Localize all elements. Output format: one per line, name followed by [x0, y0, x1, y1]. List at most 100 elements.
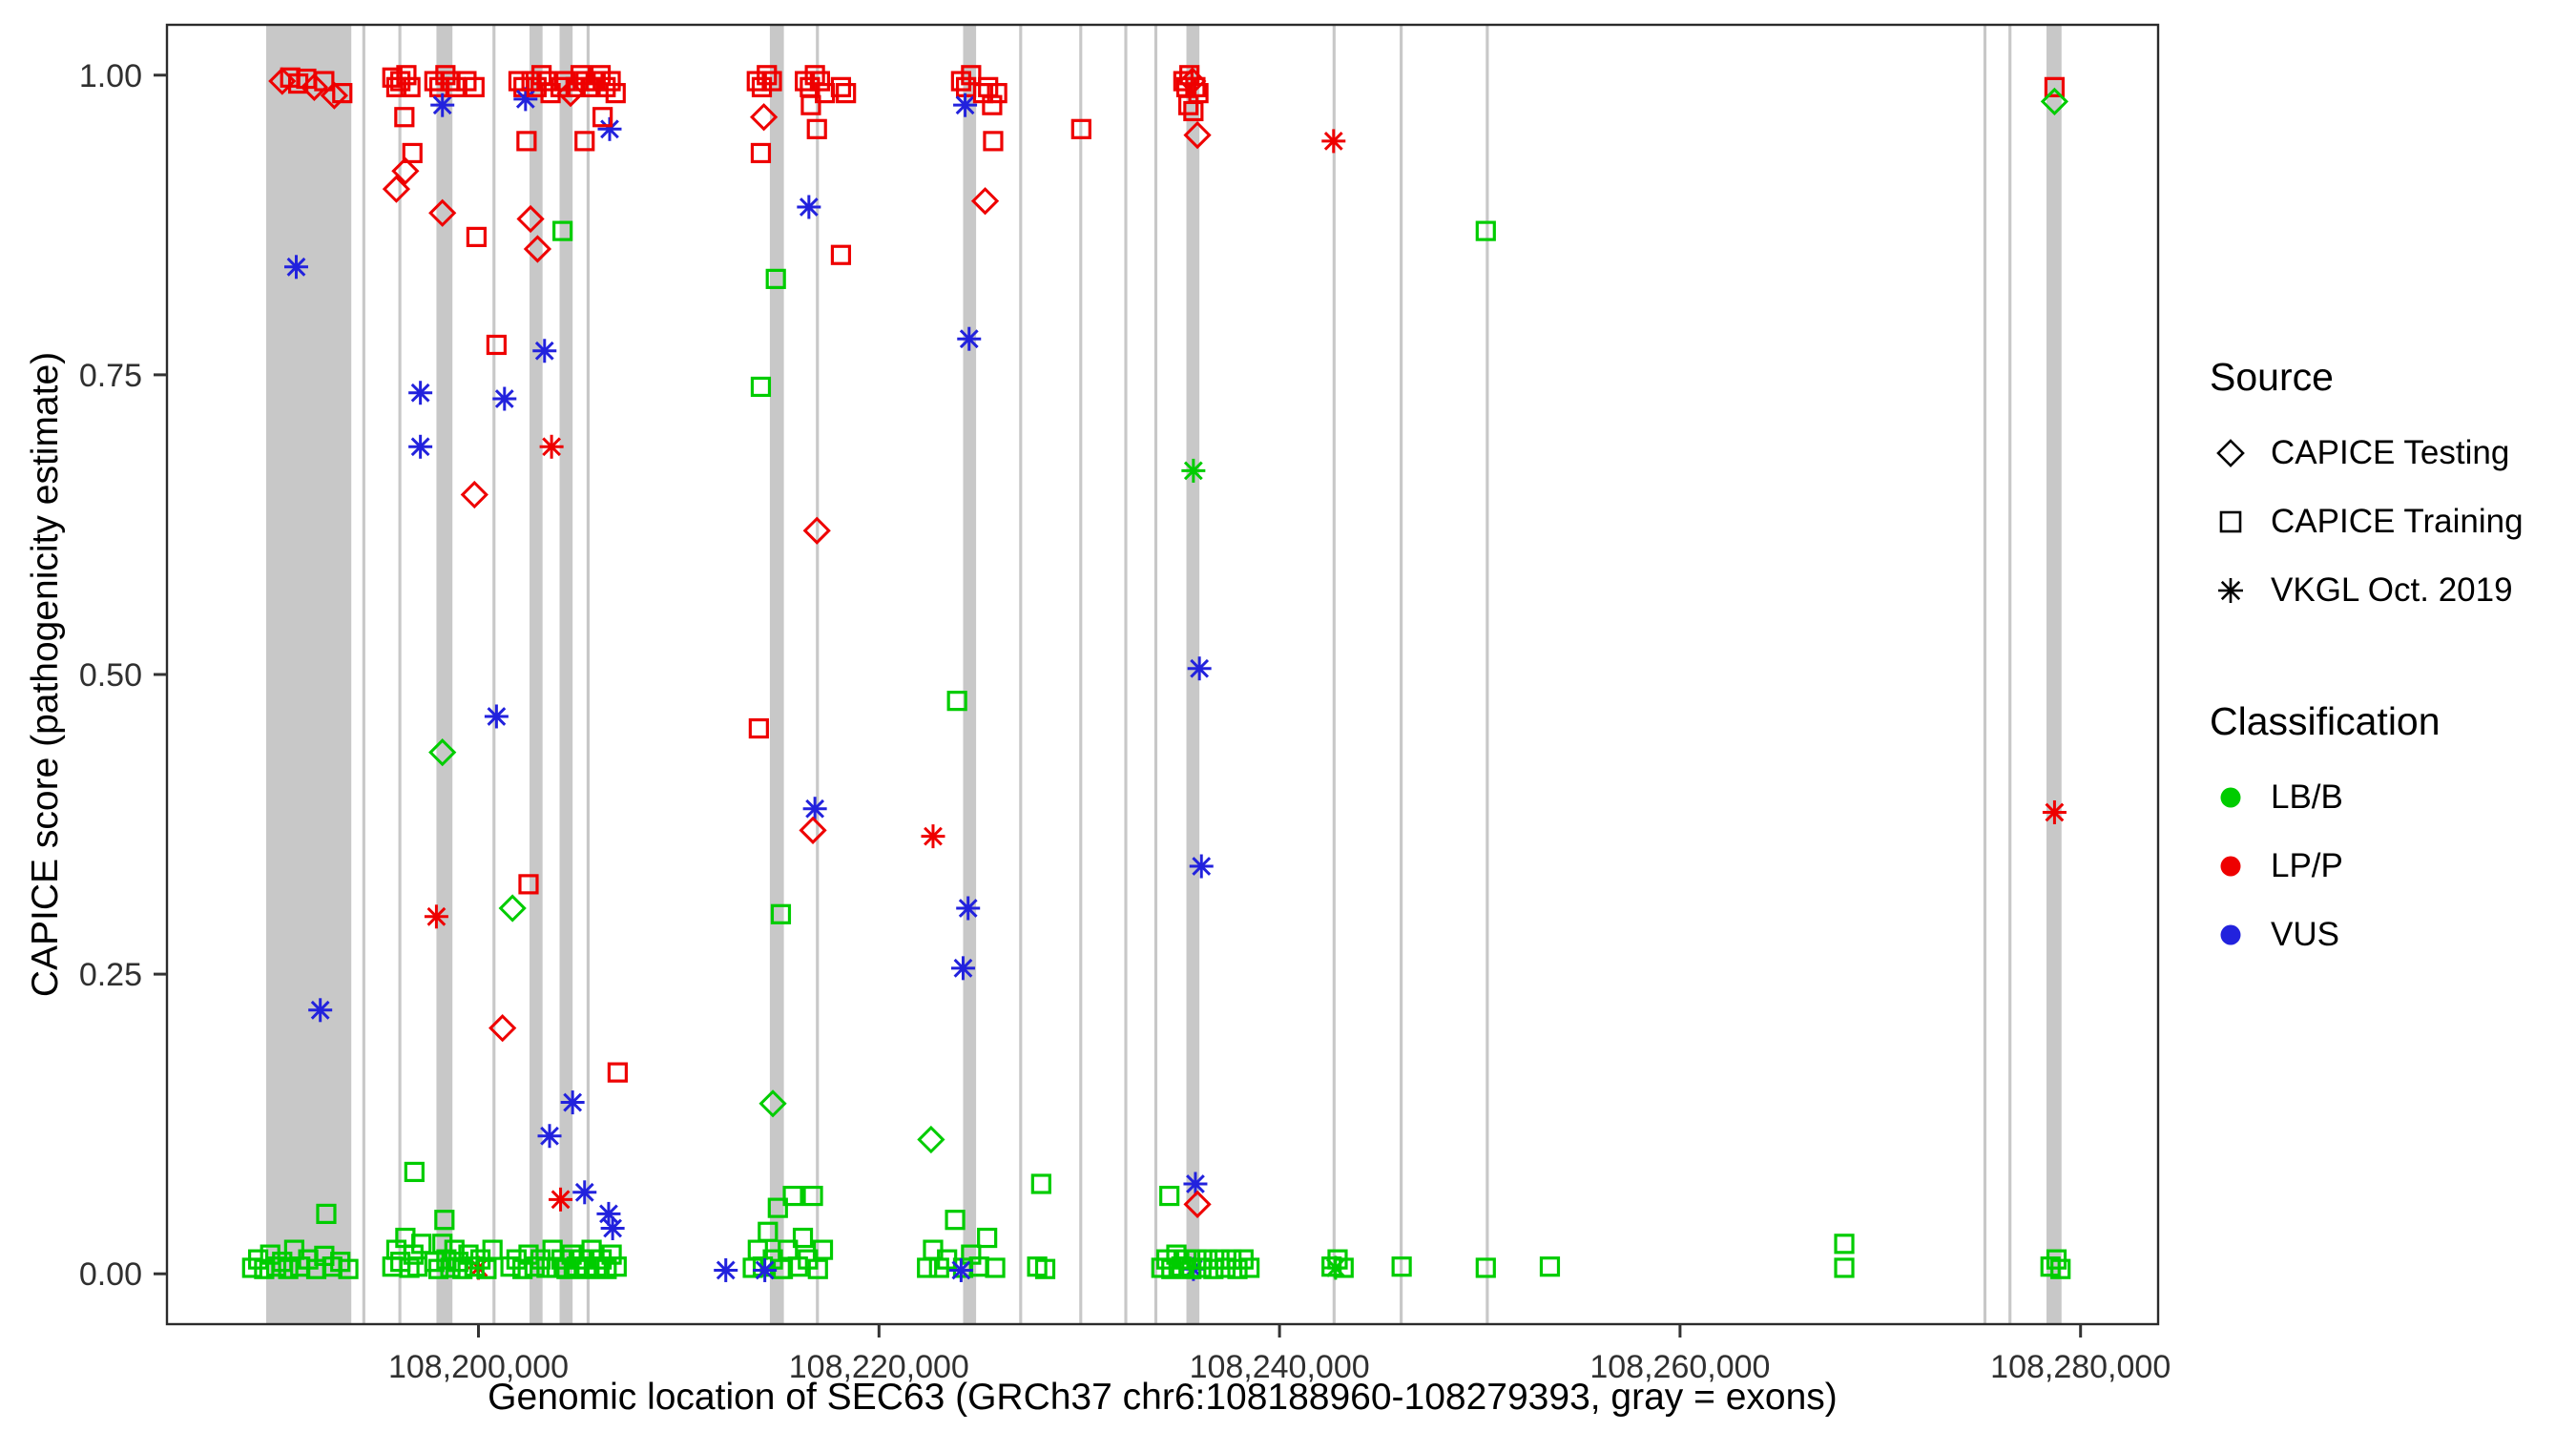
- point-square: [1391, 1256, 1412, 1277]
- point-square: [770, 903, 792, 924]
- point-square: [1834, 1234, 1855, 1255]
- point-diamond: [917, 1125, 945, 1154]
- point-asterisk: [797, 195, 821, 219]
- x-tick-label: 108,200,000: [388, 1349, 569, 1385]
- point-asterisk: [539, 434, 564, 459]
- point-square: [444, 1239, 465, 1260]
- point-diamond: [428, 738, 457, 767]
- point-diamond: [382, 175, 411, 203]
- exon-band: [963, 26, 977, 1323]
- square-icon: [2219, 510, 2242, 533]
- exon-band: [266, 26, 352, 1323]
- point-square: [1183, 100, 1204, 122]
- point-square: [961, 65, 982, 86]
- x-tick-label: 108,260,000: [1589, 1349, 1770, 1385]
- legend-item-vus: VUS: [2210, 901, 2524, 969]
- point-asterisk: [549, 1187, 573, 1212]
- y-tick-label: 0.00: [79, 1256, 142, 1293]
- point-asterisk: [948, 1257, 973, 1282]
- point-square: [748, 717, 769, 739]
- point-square: [508, 71, 530, 92]
- point-asterisk: [1321, 129, 1346, 154]
- point-square: [1834, 1257, 1855, 1278]
- point-square: [400, 76, 421, 97]
- legend-item-label: VUS: [2271, 916, 2339, 953]
- point-square: [757, 65, 778, 86]
- point-diamond: [2040, 87, 2069, 116]
- exon-band: [2008, 26, 2012, 1323]
- exon-band: [1153, 26, 1158, 1323]
- point-square: [977, 1227, 998, 1249]
- point-square: [806, 118, 827, 139]
- data-points: [241, 65, 2071, 1282]
- point-square: [1177, 94, 1199, 115]
- point-asterisk: [753, 1257, 778, 1282]
- point-square: [605, 83, 626, 104]
- point-asterisk: [430, 93, 455, 117]
- legend-classification-title: Classification: [2210, 699, 2441, 743]
- point-square: [830, 244, 852, 265]
- x-tick-label: 108,220,000: [789, 1349, 969, 1385]
- point-square: [396, 65, 417, 86]
- point-diamond: [1183, 120, 1212, 150]
- exon-band: [1485, 26, 1489, 1323]
- x-axis-title: Genomic location of SEC63 (GRCh37 chr6:1…: [488, 1377, 1838, 1418]
- point-diamond: [488, 1014, 517, 1043]
- point-square: [792, 1227, 814, 1249]
- legend-source-title: Source: [2210, 355, 2334, 399]
- point-asterisk: [484, 704, 509, 729]
- y-tick-label: 0.75: [79, 358, 142, 394]
- point-square: [750, 142, 772, 164]
- point-asterisk: [921, 824, 945, 849]
- point-square: [767, 1197, 788, 1218]
- point-asterisk: [714, 1257, 738, 1282]
- legend-source-section: Source CAPICE Testing CAPICE Training VKGL…: [2210, 355, 2524, 625]
- point-asterisk: [408, 434, 433, 459]
- diamond-icon: [2216, 439, 2245, 467]
- point-asterisk: [953, 93, 978, 117]
- y-tick-label: 0.25: [79, 957, 142, 993]
- point-asterisk: [532, 339, 557, 363]
- point-asterisk: [1183, 1172, 1208, 1196]
- exon-band: [1124, 26, 1128, 1323]
- point-square: [2044, 76, 2066, 97]
- exon-band: [492, 26, 496, 1323]
- x-tick-label: 108,240,000: [1190, 1349, 1370, 1385]
- point-diamond: [320, 81, 348, 110]
- point-square: [807, 1258, 828, 1279]
- point-asterisk: [2042, 799, 2067, 824]
- point-square: [1159, 1185, 1180, 1207]
- point-asterisk: [560, 1090, 585, 1115]
- y-axis-title: CAPICE score (pathogenicity estimate): [25, 351, 66, 998]
- legend-classification-section: Classification LB/B LP/P VUS: [2210, 699, 2524, 969]
- legend-item-lp-p: LP/P: [2210, 832, 2524, 901]
- point-square: [812, 1239, 834, 1260]
- point-square: [338, 1258, 359, 1279]
- point-diamond: [516, 204, 545, 234]
- point-square: [466, 226, 488, 247]
- legend-item-capice-training: CAPICE Training: [2210, 487, 2524, 556]
- point-asterisk: [537, 1124, 562, 1149]
- exon-band: [1019, 26, 1023, 1323]
- point-square: [411, 1234, 432, 1255]
- point-square: [987, 83, 1008, 104]
- point-square: [782, 1185, 803, 1207]
- point-square: [600, 71, 621, 92]
- circle-icon: [2220, 787, 2241, 808]
- point-asterisk: [308, 998, 333, 1023]
- exon-band: [1332, 26, 1336, 1323]
- point-square: [265, 1256, 287, 1277]
- exon-band: [2046, 26, 2062, 1323]
- point-diamond: [1183, 1190, 1212, 1218]
- point-diamond: [498, 894, 527, 923]
- legend-item-label: LB/B: [2271, 778, 2343, 816]
- point-square: [445, 76, 466, 97]
- point-asterisk: [1187, 656, 1212, 681]
- point-square: [486, 334, 507, 356]
- exon-band: [1079, 26, 1083, 1323]
- point-square: [1034, 1258, 1056, 1279]
- point-square: [592, 107, 613, 128]
- point-square: [518, 1244, 539, 1265]
- exon-band: [362, 26, 365, 1323]
- point-square: [809, 71, 830, 92]
